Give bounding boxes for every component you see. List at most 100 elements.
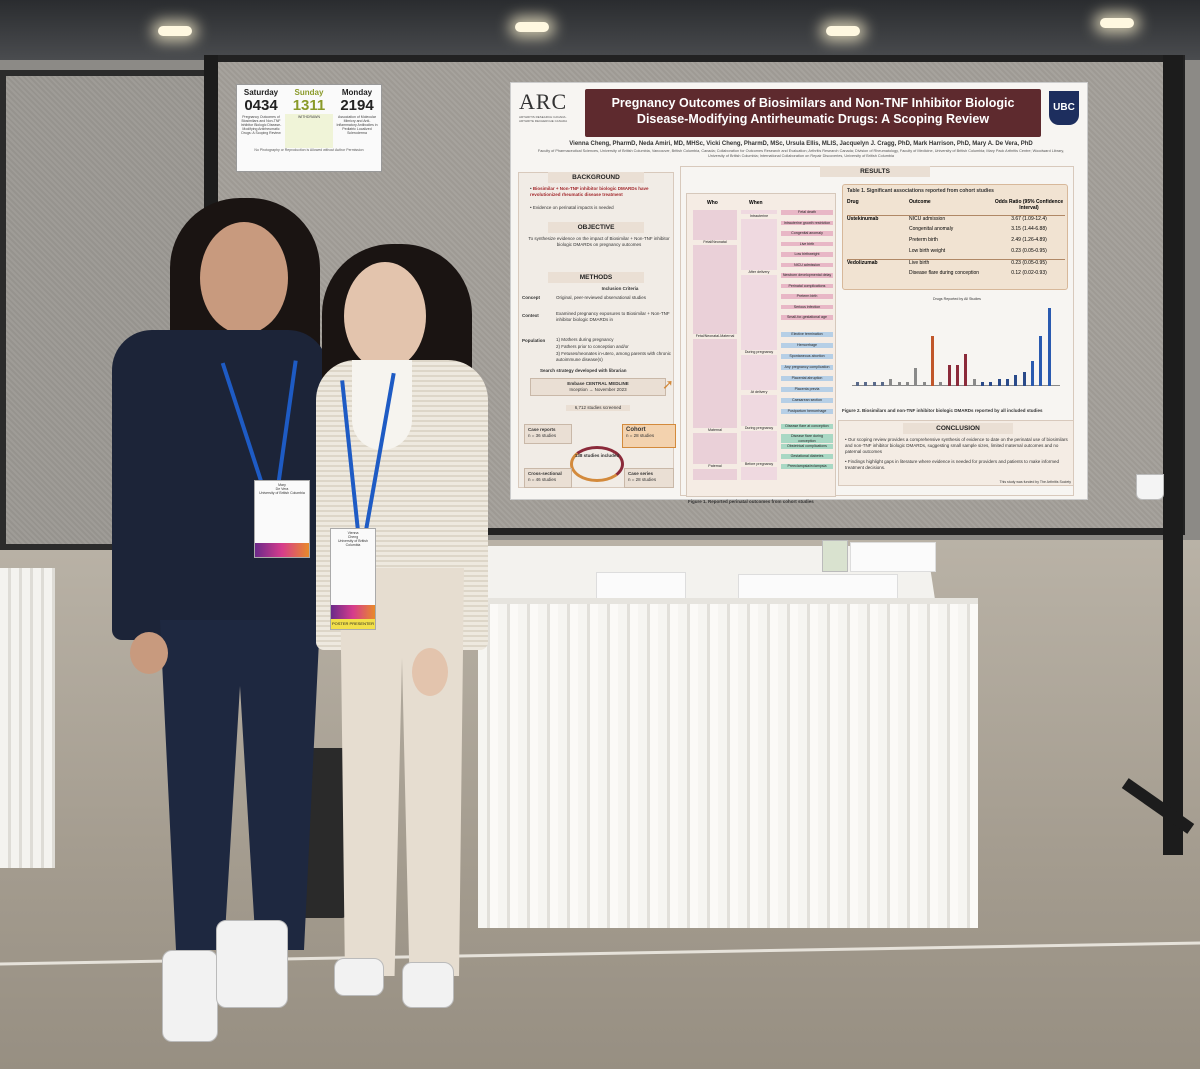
badge-name: Mary <box>278 483 286 487</box>
name-badge: Vienna Cheng University of British Colum… <box>330 528 376 630</box>
sign-note: WITHDRAWN <box>285 114 333 148</box>
table-cell <box>847 226 909 232</box>
figure1-caption: Figure 1. Reported perinatal outcomes fr… <box>688 499 814 504</box>
ubc-logo: UBC <box>1049 91 1079 125</box>
chart-bar <box>881 382 884 386</box>
sign-code: 1311 <box>292 97 326 114</box>
table-row: Congenital anomaly 3.15 (1.44-6.88) <box>847 226 1065 232</box>
associations-table: Table 1. Significant associations report… <box>842 184 1068 290</box>
poster-affiliations: Faculty of Pharmaceutical Sciences, Univ… <box>537 149 1065 158</box>
results-heading: RESULTS <box>820 166 930 177</box>
cross-sectional: Cross-sectional <box>528 471 562 476</box>
when-cell: During pregnancy <box>741 426 777 431</box>
outcome-cell: Disease flare during conception <box>781 434 833 443</box>
table-cell: Ustekinumab <box>847 216 879 222</box>
outcome-cell: Serious infection <box>781 304 833 309</box>
chart-bar <box>1031 361 1034 386</box>
case-series-box: Case series n = 28 studies <box>624 468 674 488</box>
badge-stripe <box>255 543 309 557</box>
cohort: Cohort <box>626 427 646 433</box>
outcome-cell: NICU admission <box>781 262 833 267</box>
outcome-cell: Placenta previa <box>781 387 833 392</box>
chart-bar <box>864 382 868 386</box>
table-cell <box>847 270 909 276</box>
chart-bar <box>964 354 968 386</box>
chart-bar <box>1022 371 1026 386</box>
concept-text: Original, peer-reviewed observational st… <box>556 295 647 300</box>
badge-affiliation: University of British Columbia <box>259 491 305 495</box>
ceiling-light <box>515 22 549 32</box>
table-cell: Disease flare during conception <box>909 270 980 276</box>
databases: Embase CENTRAL MEDLINE <box>567 381 629 386</box>
screened-count: 6,712 studies screened <box>566 405 630 411</box>
face <box>200 222 288 334</box>
chart-bar <box>989 382 993 386</box>
presenter-ribbon: POSTER PRESENTER <box>331 619 375 629</box>
studies-cycle-ring <box>570 446 624 482</box>
chart-bar <box>872 382 876 386</box>
when-cell: Intrauterine <box>741 214 777 219</box>
table-row: Low birth weight 0.23 (0.05-0.95) <box>847 248 1065 254</box>
table-cell: Congenital anomaly <box>909 226 954 232</box>
table-row: Disease flare during conception 0.12 (0.0… <box>847 270 1065 276</box>
outcome-cell: Hemorrhage <box>781 343 833 348</box>
who-header: Who <box>707 200 718 206</box>
table-cell: 3.67 (1.09-12.4) <box>1011 216 1047 222</box>
table-cell: 3.15 (1.44-6.88) <box>1011 226 1047 232</box>
table-cell <box>847 248 909 254</box>
conclusion-bullet: • Our scoping review provides a comprehe… <box>845 437 1068 454</box>
badge-stripe <box>331 605 375 619</box>
chart-bar <box>1006 378 1009 386</box>
funding-note: This study was funded by The Arthritis S… <box>999 480 1071 484</box>
cross-sectional-box: Cross-sectional n = 46 studies <box>524 468 572 488</box>
table-cell: 0.23 (0.05-0.95) <box>1011 260 1047 266</box>
sign-note: Pregnancy Outcomes of Biosimilars and No… <box>240 115 282 135</box>
shoe <box>334 958 384 996</box>
sign-footer: No Photography or Reproduction is Allowe… <box>254 148 364 152</box>
outcome-cell: Preeclampsia/eclampsia <box>781 464 833 469</box>
outcome-cell: Live birth <box>781 241 833 246</box>
outcome-cell: Elective termination <box>781 332 833 337</box>
concept-label: Concept <box>522 295 540 300</box>
when-lane <box>741 210 777 480</box>
hand <box>412 648 448 696</box>
when-cell: Before pregnancy <box>741 462 777 467</box>
table-row: Vedolizumab Live birth 0.23 (0.05-0.95) <box>847 259 1065 266</box>
ceiling <box>0 0 1200 60</box>
table-header: Outcome <box>909 199 931 205</box>
outcome-cell: Gestational diabetes <box>781 454 833 459</box>
included-count: 138 studies included <box>574 453 620 458</box>
outcome-cell: Postpartum hemorrhage <box>781 409 833 414</box>
ceiling-light <box>158 26 192 36</box>
sign-note: Association of Molecular Mimicry and Ant… <box>336 115 378 135</box>
inception: Inception → November 2023 <box>569 387 627 392</box>
table-cell: 2.49 (1.26-4.89) <box>1011 237 1047 243</box>
arc-logo: ARC ARTHRITIS RESEARCH CANADA · ARTHRITE… <box>519 89 581 123</box>
outcome-cell: Newborn developmental delay <box>781 273 833 278</box>
arrow-icon: ➚ <box>662 376 674 392</box>
shoe <box>216 920 288 1008</box>
table-cell: 0.23 (0.05-0.95) <box>1011 248 1047 254</box>
table-row: Preterm birth 2.49 (1.26-4.89) <box>847 237 1065 243</box>
table-header: Odds Ratio (95% Confidence Interval) <box>994 199 1064 211</box>
session-sign: Saturday Sunday Monday 0434 1311 2194 Pr… <box>236 84 382 172</box>
sign-code: 2194 <box>340 97 374 114</box>
table-cell: 0.12 (0.02-0.93) <box>1011 270 1047 276</box>
table-cell: Low birth weight <box>909 248 946 254</box>
sign-code: 0434 <box>244 97 278 114</box>
sign-day: Monday <box>341 88 373 97</box>
background-bullet: • Biosimilar + Non-TNF inhibitor biologi… <box>530 186 649 197</box>
who-cell: Maternal <box>693 428 737 433</box>
ceiling-light <box>1100 18 1134 28</box>
conclusion-bullet: • Findings highlight gaps in literature … <box>845 459 1059 470</box>
cup <box>822 540 848 572</box>
chart-bar <box>906 382 909 386</box>
who-cell: Fetal/Neonatal-Maternal <box>693 334 737 339</box>
chart-bar <box>856 382 859 386</box>
hand <box>130 632 168 674</box>
chart-bar <box>939 382 943 386</box>
table-cloth-left <box>0 568 55 868</box>
table-cell: Live birth <box>909 260 930 266</box>
case-reports-n: n = 36 studies <box>528 433 557 438</box>
